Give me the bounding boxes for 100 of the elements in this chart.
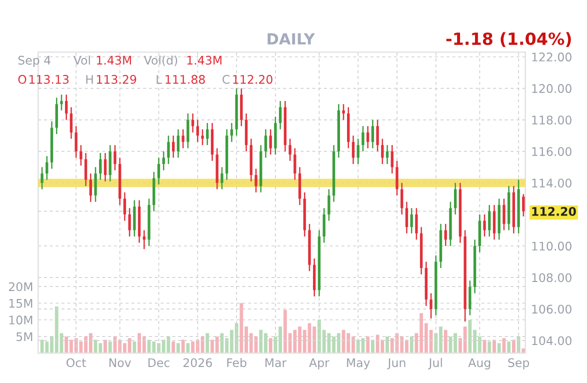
candlestick — [381, 138, 384, 165]
candlestick — [230, 122, 234, 143]
y-tick-label: 118.00 — [532, 116, 572, 125]
candlestick — [176, 128, 180, 158]
candlestick — [157, 157, 160, 186]
candlestick — [114, 144, 116, 171]
candlestick — [167, 134, 170, 165]
bar — [186, 343, 190, 354]
candlestick — [415, 208, 418, 240]
candlestick — [492, 204, 496, 240]
annotation: 112.20 — [233, 74, 272, 84]
candlestick — [264, 128, 268, 158]
candlestick — [254, 168, 258, 193]
candlestick — [454, 182, 457, 216]
candlestick — [328, 188, 330, 222]
candlestick — [342, 103, 345, 120]
candlestick — [269, 128, 272, 156]
candlestick — [356, 138, 360, 165]
annotation: Vol(d) — [144, 56, 178, 66]
candlestick — [405, 201, 408, 234]
x-tick-label: Sep — [508, 358, 530, 370]
candlestick — [386, 144, 389, 165]
candlestick — [123, 192, 126, 222]
annotation: 113.29 — [96, 74, 136, 84]
x-tick-label: Aug — [468, 358, 490, 370]
bar — [492, 340, 496, 354]
candlestick — [196, 119, 199, 143]
x-tick-label: Jul — [428, 358, 442, 370]
bar — [497, 343, 501, 354]
y-tick-label: 120.00 — [532, 84, 572, 93]
chart-title: DAILY — [268, 33, 316, 44]
candlestick — [89, 172, 92, 202]
y2-tick-label: 10M — [9, 316, 32, 324]
bar — [181, 340, 185, 354]
candlestick — [220, 166, 224, 190]
bar — [512, 340, 516, 354]
candlestick — [133, 200, 136, 238]
candlestick — [288, 138, 292, 162]
x-tick-label: Mar — [265, 358, 287, 368]
candlestick — [483, 214, 486, 238]
annotation: 1.43M — [187, 56, 222, 65]
candlestick — [65, 94, 68, 120]
text: O — [18, 74, 26, 84]
bar — [176, 343, 180, 354]
x-tick-label: Dec — [148, 358, 170, 368]
candlestick — [488, 204, 491, 238]
annotation: 1.43M — [96, 56, 131, 65]
annotation: C — [222, 74, 230, 84]
annotation: L — [156, 75, 162, 84]
bar — [108, 341, 112, 354]
bar — [488, 341, 492, 354]
x-tick-label: Feb — [227, 358, 246, 368]
bar — [206, 333, 210, 354]
x-tick-label: May — [347, 358, 370, 370]
candlestick — [172, 134, 175, 158]
candlestick — [444, 223, 447, 247]
x-tick-label: 2026 — [183, 358, 212, 368]
candlestick — [468, 280, 472, 316]
candlestick — [410, 208, 413, 234]
candlestick — [352, 134, 355, 165]
candlestick — [371, 119, 374, 149]
candlestick — [162, 150, 165, 171]
candlestick — [40, 166, 44, 190]
candlestick — [99, 152, 102, 180]
candlestick — [206, 122, 209, 146]
y-tick-label: 104.00 — [532, 336, 572, 346]
y2-tick-label: 20M — [8, 282, 32, 292]
y-tick-label: 114.00 — [532, 178, 572, 188]
candlestick — [94, 166, 97, 202]
candlestick — [55, 97, 58, 135]
candlestick — [522, 193, 525, 217]
candlestick — [108, 144, 112, 182]
candlestick — [390, 144, 394, 174]
bar — [268, 338, 272, 354]
y2-tick-label: 15M — [9, 299, 32, 308]
annotation: 111.88 — [166, 74, 205, 84]
y2-tick-label: 5M — [16, 332, 32, 342]
candlestick — [502, 198, 506, 231]
annotation: Sep 4 — [18, 56, 50, 67]
annotation: 113.13 — [29, 74, 69, 84]
candlestick — [74, 126, 78, 158]
y-tick-label: 122.00 — [532, 52, 572, 62]
candlestick — [362, 126, 364, 152]
bar — [386, 336, 389, 354]
candlestick — [400, 182, 404, 216]
candlestick — [366, 126, 370, 149]
bar — [444, 330, 448, 354]
bar — [366, 336, 370, 354]
x-tick-label: Oct — [66, 358, 86, 368]
bar — [132, 341, 136, 354]
candlestick — [278, 100, 282, 130]
x-tick-label: Jun — [387, 358, 406, 370]
bar — [104, 340, 107, 354]
candlestick — [80, 144, 82, 166]
candlestick — [84, 152, 88, 187]
y-tick-label: 116.00 — [532, 147, 572, 156]
candlestick — [191, 112, 194, 134]
candlestick — [104, 152, 107, 182]
bar — [172, 341, 176, 354]
bar — [370, 340, 374, 354]
